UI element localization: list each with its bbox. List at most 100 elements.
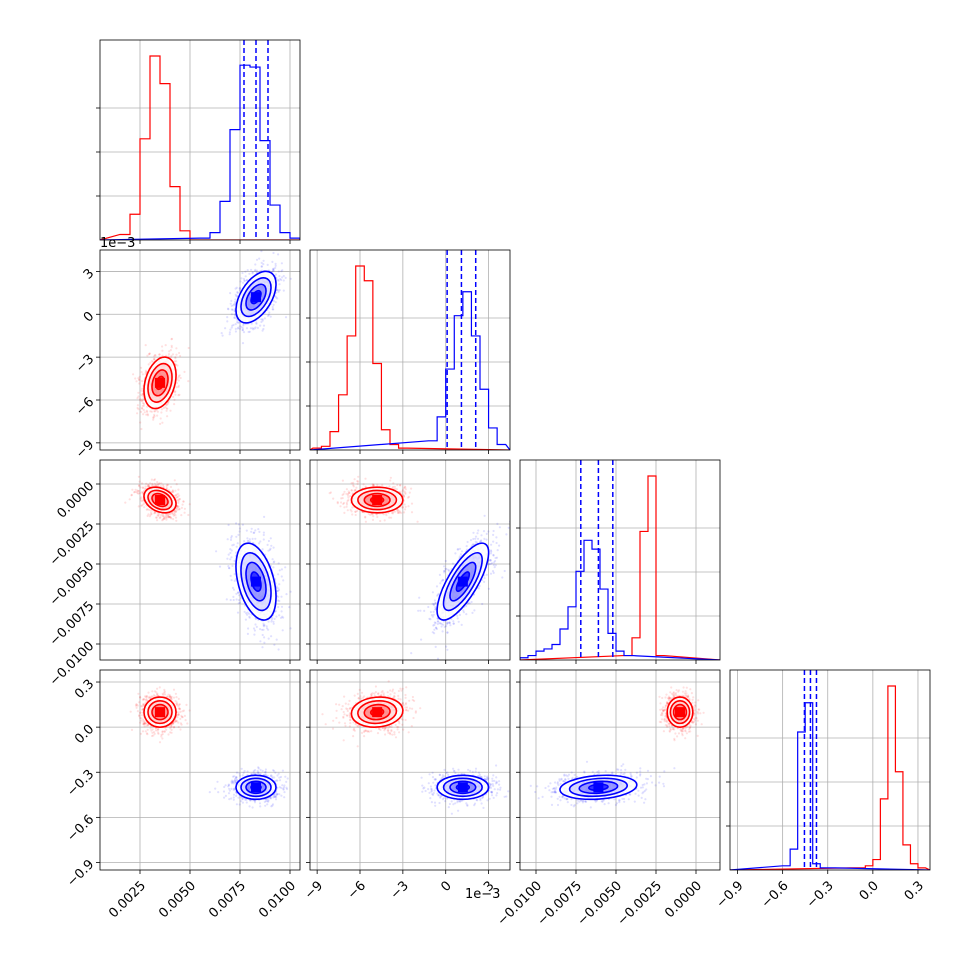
scatter-point <box>167 516 170 519</box>
scatter-point <box>403 494 406 498</box>
scatter-point <box>140 496 143 499</box>
scatter-point <box>357 475 360 478</box>
scatter-point <box>268 548 271 552</box>
scatter-point <box>400 511 403 514</box>
scatter-point <box>268 245 270 247</box>
scatter-point <box>248 616 251 619</box>
scatter-point <box>245 327 249 330</box>
scatter-point <box>275 296 278 299</box>
scatter-point <box>489 552 493 555</box>
scatter-point <box>250 268 253 271</box>
scatter-point <box>182 500 185 503</box>
scatter-point <box>178 393 181 396</box>
scatter-point <box>232 304 235 307</box>
scatter-point <box>252 531 255 535</box>
scatter-point <box>396 509 399 512</box>
y-tick-label: −3 <box>73 352 97 376</box>
scatter-point <box>183 511 186 514</box>
scatter-point <box>161 519 164 522</box>
scatter-point <box>165 403 168 406</box>
scatter-point <box>230 536 233 539</box>
scatter-point <box>168 516 172 519</box>
scatter-point <box>218 565 222 568</box>
scatter-point <box>241 329 244 332</box>
scatter-point <box>277 278 280 281</box>
scatter-point <box>261 318 264 321</box>
histogram-blue <box>310 291 510 450</box>
scatter-point <box>228 567 231 570</box>
scatter-point <box>244 618 247 621</box>
scatter-point <box>278 275 281 278</box>
scatter-point <box>235 295 238 298</box>
scatter-point <box>514 510 516 512</box>
scatter-point <box>149 482 152 485</box>
scatter-point <box>476 532 479 535</box>
scatter-point <box>178 351 181 355</box>
scatter-point <box>274 262 277 265</box>
y-tick-label: −9 <box>73 438 97 462</box>
scatter-point <box>240 326 243 329</box>
scatter-point <box>237 602 240 605</box>
scatter-point <box>396 483 399 487</box>
scatter-point <box>258 530 261 534</box>
scatter-point <box>152 416 155 420</box>
scatter-point <box>234 298 237 301</box>
scatter-point <box>155 516 158 519</box>
scatter-point <box>259 628 262 631</box>
scatter-point <box>246 613 249 616</box>
scatter-point <box>277 253 280 256</box>
scatter-point <box>153 354 157 357</box>
scatter-point <box>241 342 245 345</box>
scatter-point <box>376 483 379 486</box>
scatter-point <box>150 511 153 514</box>
scatter-point <box>255 258 259 261</box>
scatter-point <box>150 359 153 363</box>
scatter-point <box>170 511 173 515</box>
scatter-point <box>255 625 258 629</box>
scatter-point <box>277 605 280 609</box>
scatter-point <box>279 616 283 620</box>
scatter-point <box>163 515 166 519</box>
y-offset-label: 1e−3 <box>100 236 135 251</box>
scatter-point <box>280 575 283 578</box>
scatter-point <box>280 610 283 613</box>
scatter-point <box>155 516 158 519</box>
scatter-point <box>161 421 164 424</box>
panel-frame <box>99 459 301 661</box>
density-peak-red <box>155 377 165 388</box>
scatter-point <box>142 486 145 490</box>
scatter-point <box>170 337 174 340</box>
scatter-point <box>342 492 345 495</box>
density-peak-blue <box>251 292 261 303</box>
scatter-point <box>235 598 238 601</box>
scatter-point <box>235 551 238 554</box>
scatter-point <box>140 380 144 383</box>
scatter-point <box>272 308 275 311</box>
scatter-point <box>157 513 160 516</box>
scatter-point <box>401 506 404 509</box>
scatter-point <box>280 262 283 265</box>
scatter-point <box>170 517 173 520</box>
scatter-point <box>130 493 133 496</box>
scatter-point <box>248 330 251 333</box>
scatter-point <box>238 530 241 533</box>
scatter-point <box>443 569 446 573</box>
scatter-point <box>236 291 239 294</box>
scatter-point <box>153 478 157 481</box>
scatter-point <box>183 507 186 510</box>
scatter-point <box>241 523 244 526</box>
scatter-point <box>176 495 179 498</box>
scatter-point <box>343 490 346 493</box>
scatter-point <box>444 559 447 563</box>
scatter-point <box>140 393 143 396</box>
histogram-red <box>310 265 510 450</box>
scatter-point <box>255 269 259 272</box>
scatter-point <box>246 611 249 614</box>
scatter-point <box>234 327 237 330</box>
scatter-point <box>355 486 358 489</box>
scatter-point <box>410 511 414 514</box>
scatter-point <box>269 315 272 318</box>
scatter-point <box>147 363 150 366</box>
scatter-point <box>407 495 411 498</box>
